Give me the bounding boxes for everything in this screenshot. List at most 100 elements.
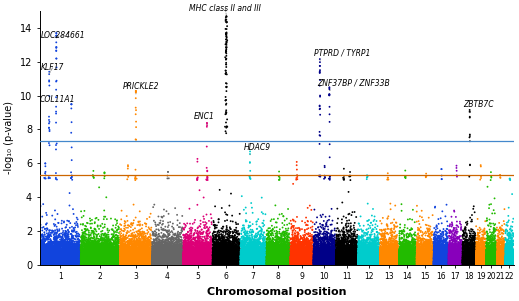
- Point: [334, 260, 342, 265]
- Point: [199, 245, 208, 250]
- Point: [454, 254, 462, 259]
- Point: [430, 258, 438, 263]
- Point: [181, 259, 189, 264]
- Point: [222, 256, 230, 261]
- Point: [507, 260, 515, 265]
- Point: [207, 253, 215, 258]
- Point: [329, 253, 337, 257]
- Point: [336, 260, 345, 265]
- Point: [142, 257, 150, 262]
- Point: [480, 259, 488, 264]
- Point: [97, 258, 105, 262]
- Point: [243, 253, 252, 258]
- Point: [257, 261, 265, 266]
- Point: [256, 257, 265, 262]
- Point: [410, 261, 418, 266]
- Point: [58, 259, 66, 264]
- Point: [319, 259, 327, 263]
- Point: [452, 242, 460, 247]
- Point: [70, 259, 78, 264]
- Point: [491, 256, 500, 261]
- Point: [283, 260, 292, 265]
- Point: [295, 255, 304, 260]
- Point: [360, 262, 368, 267]
- Point: [345, 229, 353, 234]
- Point: [496, 262, 504, 267]
- Point: [114, 261, 122, 266]
- Point: [317, 261, 325, 265]
- Point: [452, 257, 460, 262]
- Point: [78, 259, 86, 264]
- Point: [352, 255, 360, 260]
- Point: [110, 262, 118, 267]
- Point: [39, 257, 47, 262]
- Point: [131, 252, 139, 257]
- Point: [56, 244, 64, 249]
- Point: [54, 257, 63, 262]
- Point: [141, 261, 149, 266]
- Point: [293, 261, 301, 266]
- Point: [163, 257, 172, 262]
- Point: [368, 251, 376, 256]
- Point: [291, 261, 299, 265]
- Point: [292, 255, 301, 259]
- Point: [507, 243, 515, 247]
- Point: [275, 262, 283, 267]
- Point: [485, 259, 493, 264]
- Point: [177, 262, 186, 267]
- Point: [473, 251, 481, 256]
- Point: [214, 253, 222, 258]
- Point: [56, 258, 64, 263]
- Point: [119, 257, 128, 262]
- Point: [56, 260, 64, 265]
- Point: [438, 262, 446, 266]
- Point: [98, 253, 106, 257]
- Point: [336, 254, 345, 259]
- Point: [79, 257, 88, 262]
- Point: [284, 255, 292, 260]
- Point: [412, 259, 420, 263]
- Point: [354, 257, 363, 262]
- Point: [150, 244, 158, 249]
- Point: [201, 250, 209, 254]
- Point: [390, 258, 399, 262]
- Point: [343, 250, 351, 255]
- Point: [186, 254, 194, 259]
- Point: [259, 254, 267, 259]
- Point: [393, 256, 402, 261]
- Point: [457, 260, 466, 265]
- Point: [238, 250, 246, 254]
- Point: [264, 262, 272, 266]
- Point: [497, 257, 506, 262]
- Point: [135, 259, 143, 264]
- Point: [348, 262, 356, 266]
- Point: [502, 260, 510, 265]
- Point: [340, 262, 349, 267]
- Point: [226, 253, 235, 258]
- Point: [62, 247, 70, 252]
- Point: [61, 256, 69, 261]
- Point: [74, 262, 83, 267]
- Point: [330, 254, 338, 259]
- Point: [271, 257, 279, 262]
- Point: [227, 261, 236, 266]
- Point: [94, 247, 103, 252]
- Point: [69, 262, 77, 266]
- Point: [120, 251, 128, 256]
- Point: [64, 261, 72, 266]
- Point: [161, 250, 170, 255]
- Point: [155, 258, 163, 262]
- Point: [277, 256, 285, 261]
- Point: [45, 261, 53, 266]
- Point: [369, 262, 377, 266]
- Point: [433, 258, 442, 262]
- Point: [116, 261, 125, 266]
- Point: [491, 257, 499, 262]
- Point: [372, 256, 380, 261]
- Point: [389, 259, 397, 263]
- Point: [363, 261, 371, 266]
- Point: [398, 253, 406, 258]
- Point: [53, 262, 61, 266]
- Point: [253, 255, 261, 260]
- Point: [120, 261, 128, 265]
